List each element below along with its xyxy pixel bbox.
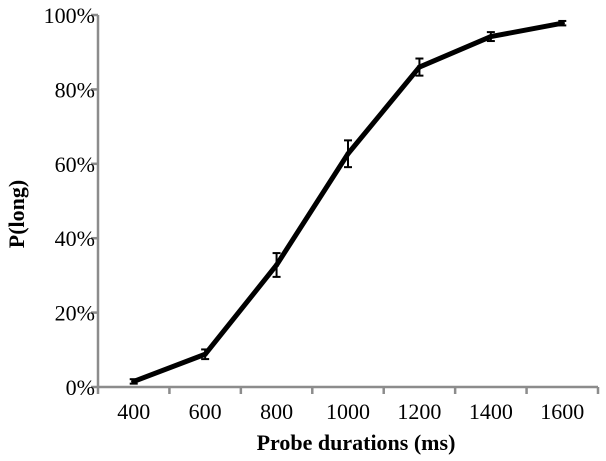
x-tick-label: 1600 (540, 399, 584, 424)
y-tick-label: 100% (44, 3, 95, 28)
x-tick-label: 1000 (326, 399, 370, 424)
data-point (559, 20, 565, 26)
x-tick-label: 1400 (469, 399, 513, 424)
y-tick-label: 20% (55, 301, 95, 326)
x-axis-title: Probe durations (ms) (257, 430, 456, 455)
x-tick-label: 600 (189, 399, 222, 424)
y-tick-label: 40% (55, 226, 95, 251)
error-bars (129, 19, 567, 385)
data-point (131, 378, 137, 384)
x-tick-label: 800 (260, 399, 293, 424)
data-point (416, 64, 422, 70)
x-tick-label: 400 (117, 399, 150, 424)
y-tick-label: 0% (66, 375, 95, 400)
series-lines (131, 20, 565, 384)
y-tick-label: 80% (55, 77, 95, 102)
chart-axes (96, 15, 598, 389)
data-point (488, 34, 494, 40)
series-line (131, 20, 565, 384)
x-tick-label: 1200 (397, 399, 441, 424)
chart-ticks: 0% 20% 40% 60% 80% 100% 400 600 800 1000 1200 1400 1… (44, 3, 600, 424)
y-tick-label: 60% (55, 152, 95, 177)
y-axis-title: P(long) (4, 180, 29, 248)
data-point (202, 351, 208, 357)
data-point (274, 262, 280, 268)
data-point (345, 151, 351, 157)
